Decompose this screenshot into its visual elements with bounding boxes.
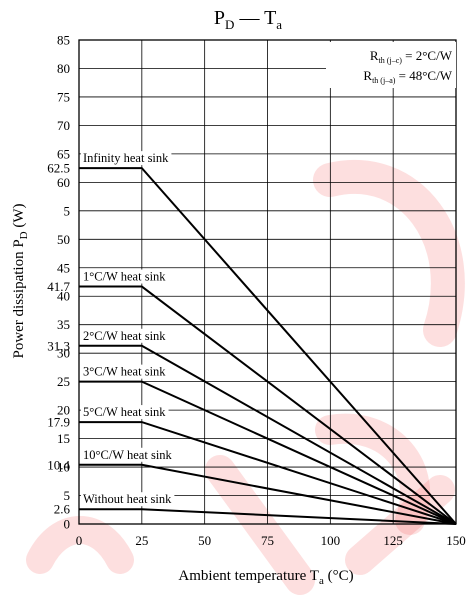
series-label-bg (81, 328, 169, 343)
annotation-line-2: Rth (j–a) = 48°C/W (363, 68, 452, 85)
y-tick-label: 70 (57, 118, 70, 133)
x-tick-label: 75 (261, 533, 274, 548)
y-tick-label: 35 (57, 317, 70, 332)
series-label-bg (81, 269, 169, 284)
y-tick-label: 80 (57, 61, 70, 76)
x-tick-label: 125 (383, 533, 403, 548)
y-tick-label: 31.3 (47, 338, 70, 353)
chart-title: PD — Ta (214, 7, 282, 32)
x-axis-label: Ambient temperature Ta (°C) (178, 568, 353, 587)
annotation-box (326, 42, 456, 88)
y-tick-labels: 02.651010.41517.920253031.3354041.745505… (47, 33, 70, 532)
series-label-bg (81, 447, 175, 462)
x-tick-labels: 0 25 50 75 100 125 150 (76, 533, 466, 548)
annotation-line-1: Rth (j–c) = 2°C/W (370, 48, 453, 65)
y-tick-label: 10.4 (47, 457, 70, 472)
y-tick-label: 41.7 (47, 279, 70, 294)
y-axis-label: Power dissipation PD (W) (11, 203, 30, 358)
series-label-bg (81, 405, 169, 420)
y-tick-label: 10 (57, 460, 70, 475)
y-tick-label: 17.9 (47, 415, 70, 430)
series-label-bg (81, 492, 175, 507)
y-tick-label: 65 (57, 146, 70, 161)
series-label-2c-w-heat-sink: 2°C/W heat sink (83, 329, 166, 343)
y-tick-label: 15 (57, 431, 70, 446)
y-tick-label: 85 (57, 33, 70, 48)
series-line-5c-w-heat-sink (79, 421, 457, 525)
series-line-1c-w-heat-sink (79, 285, 457, 525)
y-tick-label: 40 (57, 289, 70, 304)
series-line-without-heat-sink (79, 508, 457, 525)
series-label-1c-w-heat-sink: 1°C/W heat sink (83, 270, 166, 284)
series-lines (79, 167, 457, 525)
series-line-infinity-heat-sink (79, 167, 457, 525)
series-line-2c-w-heat-sink (79, 344, 457, 525)
x-tick-label: 25 (135, 533, 148, 548)
series-label-10c-w-heat-sink: 10°C/W heat sink (83, 448, 173, 462)
y-tick-label: 75 (57, 89, 70, 104)
series-label-without-heat-sink: Without heat sink (83, 492, 172, 506)
y-tick-label: 5 (64, 488, 71, 503)
y-tick-label: 0 (64, 517, 71, 532)
y-tick-label: 20 (57, 403, 70, 418)
series-label-bg (81, 151, 172, 166)
y-tick-label: 62.5 (47, 161, 70, 176)
x-tick-label: 50 (198, 533, 211, 548)
x-tick-label: 0 (76, 533, 83, 548)
x-tick-label: 100 (321, 533, 341, 548)
x-tick-label: 150 (446, 533, 466, 548)
y-tick-label: 2.6 (54, 502, 71, 517)
y-tick-label: 30 (57, 346, 70, 361)
series-label-3c-w-heat-sink: 3°C/W heat sink (83, 365, 166, 379)
series-label-infinity-heat-sink: Infinity heat sink (83, 151, 169, 165)
series-labels: Infinity heat sink 1°C/W heat sink 2°C/W h… (81, 151, 175, 507)
series-label-bg (81, 364, 169, 379)
y-tick-label: 5 (64, 203, 71, 218)
y-tick-label: 25 (57, 374, 70, 389)
plot-frame (78, 39, 457, 525)
y-tick-label: 45 (57, 260, 70, 275)
y-tick-label: 50 (57, 232, 70, 247)
y-tick-label: 60 (57, 175, 70, 190)
series-line-3c-w-heat-sink (79, 380, 457, 525)
series-label-5c-w-heat-sink: 5°C/W heat sink (83, 405, 166, 419)
series-line-10c-w-heat-sink (79, 463, 457, 525)
